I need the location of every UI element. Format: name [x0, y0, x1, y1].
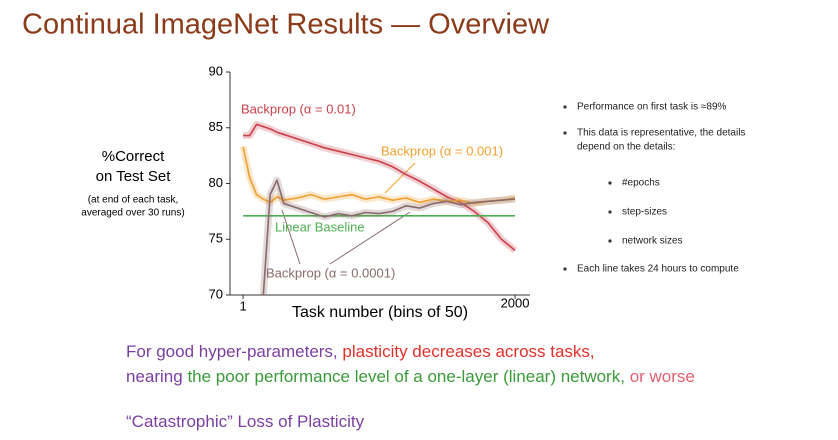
bullet-dot	[563, 131, 567, 135]
y-tick-label: 90	[209, 63, 223, 78]
y-axis-note: (at end of each task,	[88, 195, 179, 206]
arrow	[329, 211, 411, 265]
bullet-text: network sizes	[622, 236, 683, 247]
x-tick-label: 1	[239, 298, 246, 313]
bullet-dot	[608, 239, 612, 243]
footer-line: nearing the poor performance level of a …	[126, 367, 695, 387]
y-tick-label: 85	[209, 119, 223, 134]
y-tick-label: 70	[209, 286, 223, 301]
footer-line: “Catastrophic” Loss of Plasticity	[126, 412, 364, 432]
bullet-text: Performance on first task is ≈89%	[577, 102, 727, 113]
bullet-dot	[563, 105, 567, 109]
footer-segment: or worse	[629, 367, 695, 386]
bullet-dot	[608, 181, 612, 185]
y-tick-label: 75	[209, 231, 223, 246]
arrow	[384, 162, 416, 194]
footer-segment: For good hyper-parameters,	[126, 342, 338, 361]
bullet-dot	[608, 210, 612, 214]
footer-segment: “Catastrophic” Loss of Plasticity	[126, 412, 365, 431]
bullet-text: step-sizes	[622, 207, 667, 218]
y-axis-label: on Test Set	[96, 168, 172, 185]
y-axis-note: averaged over 30 runs)	[81, 208, 184, 219]
footer-segment: nearing	[126, 367, 183, 386]
x-axis-label: Task number (bins of 50)	[292, 304, 468, 321]
bullet-dot	[563, 267, 567, 271]
arrow	[281, 209, 301, 265]
slide-title: Continual ImageNet Results — Overview	[22, 9, 550, 41]
bullet-text: Each line takes 24 hours to compute	[577, 264, 739, 275]
series-line	[262, 179, 516, 296]
footer-line: For good hyper-parameters, plasticity de…	[126, 342, 595, 362]
bullet-text: This data is representative, the details	[577, 128, 745, 139]
x-tick-label: 2000	[501, 295, 530, 310]
footer-segment: plasticity decreases across tasks,	[342, 342, 595, 361]
bullet-text: depend on the details:	[577, 142, 675, 153]
footer-segment: the poor performance level of a one-laye…	[187, 367, 625, 386]
annotation-arrows	[281, 162, 416, 265]
y-tick-label: 80	[209, 175, 223, 190]
series-label: Backprop (α = 0.001)	[381, 143, 503, 158]
y-axis-label: %Correct	[102, 148, 165, 165]
series-label: Linear Baseline	[275, 219, 365, 234]
bullet-text: #epochs	[622, 178, 660, 189]
series-label: Backprop (α = 0.0001)	[266, 265, 395, 280]
series-label: Backprop (α = 0.01)	[241, 101, 356, 116]
